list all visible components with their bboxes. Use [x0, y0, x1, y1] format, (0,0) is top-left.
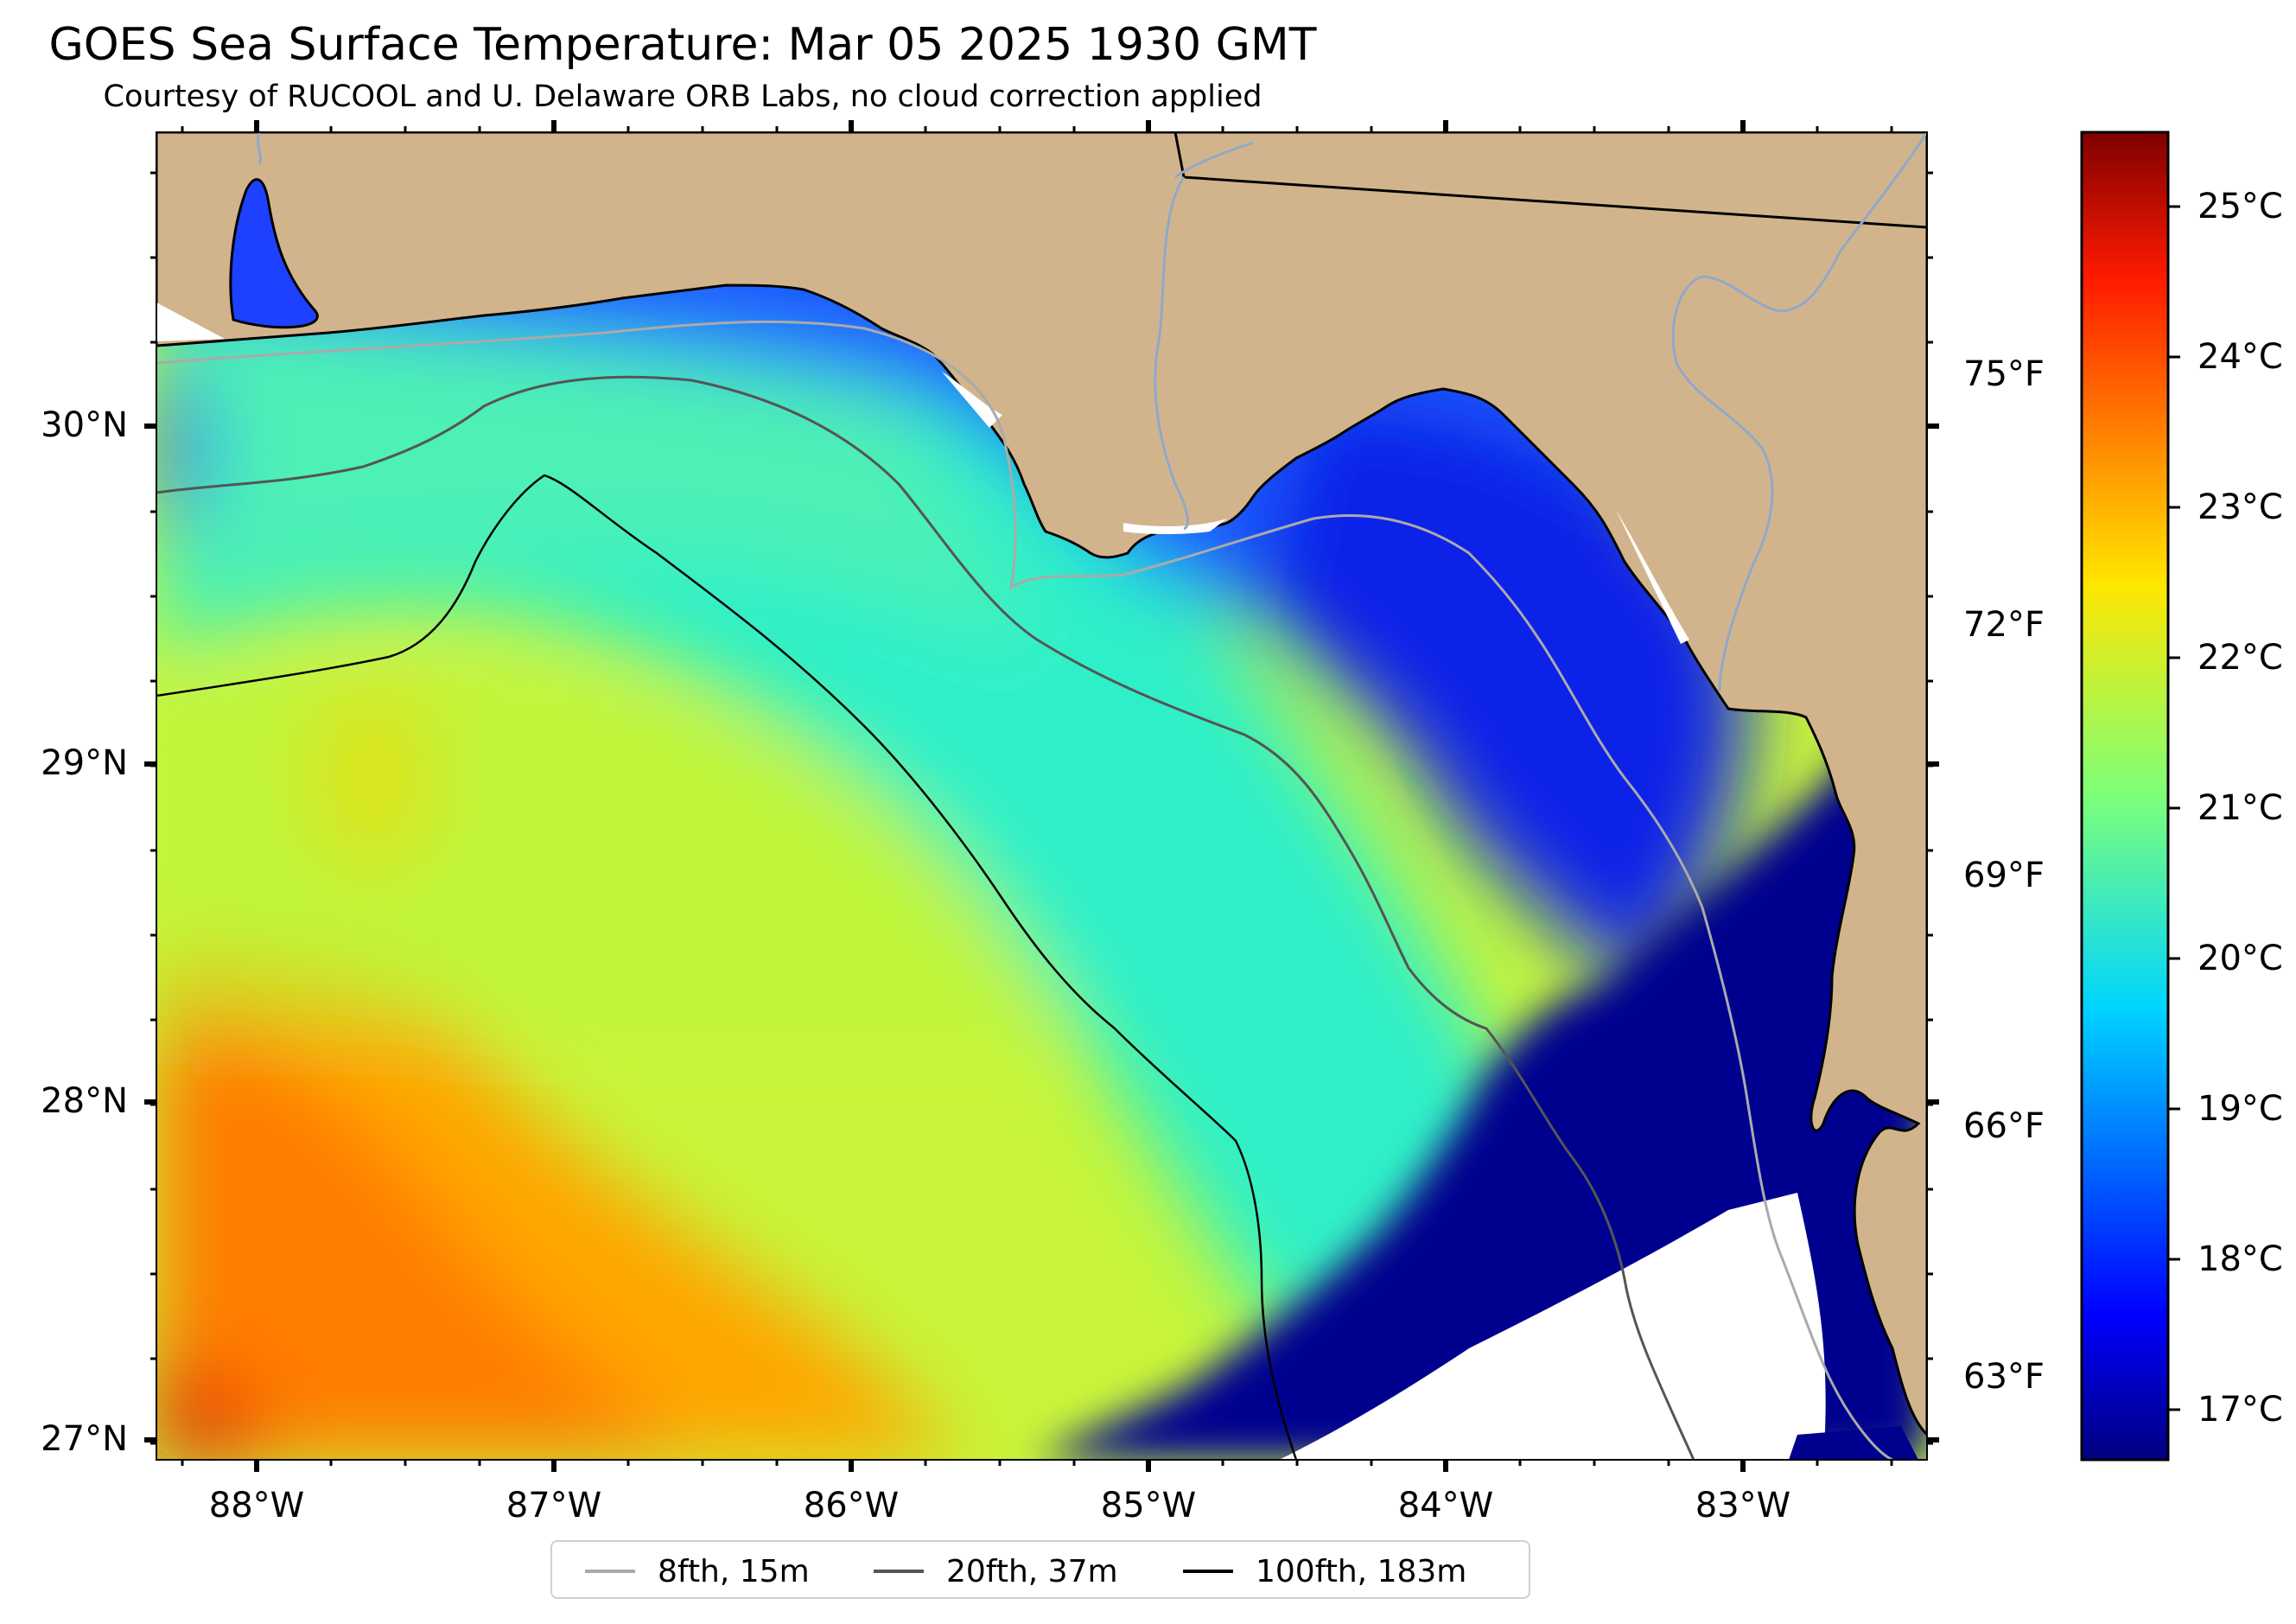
legend-line-100fth: [1183, 1570, 1233, 1573]
legend-label: 20fth, 37m: [946, 1553, 1118, 1589]
isobath-legend: 8fth, 15m 20fth, 37m 100fth, 183m: [550, 1540, 1530, 1599]
lon-label: 88°W: [208, 1486, 305, 1525]
legend-label: 8fth, 15m: [658, 1553, 810, 1589]
lat-label: 27°N: [41, 1419, 128, 1459]
celsius-label: 25°C: [2197, 187, 2283, 226]
legend-item: 8fth, 15m: [585, 1542, 810, 1601]
celsius-label: 24°C: [2197, 337, 2283, 377]
lon-label: 85°W: [1100, 1486, 1197, 1525]
lat-label: 28°N: [41, 1081, 128, 1121]
lat-label: 30°N: [41, 405, 128, 445]
fahrenheit-label: 72°F: [1963, 605, 2045, 645]
land: [156, 132, 1927, 1437]
lon-label: 87°W: [506, 1486, 602, 1525]
mobile-bay: [229, 178, 319, 329]
minor-ticks: [150, 126, 1933, 1466]
celsius-label: 23°C: [2197, 487, 2283, 527]
lat-label: 29°N: [41, 743, 128, 783]
fahrenheit-label: 69°F: [1963, 856, 2045, 895]
legend-item: 100fth, 183m: [1183, 1542, 1466, 1601]
celsius-label: 17°C: [2197, 1390, 2283, 1430]
no-data-region: [1279, 1193, 1826, 1460]
legend-item: 20fth, 37m: [874, 1542, 1118, 1601]
lon-label: 83°W: [1695, 1486, 1791, 1525]
isobath-8fth: [156, 320, 1893, 1460]
fahrenheit-label: 75°F: [1963, 354, 2045, 394]
legend-line-20fth: [874, 1570, 924, 1573]
map-subtitle: Courtesy of RUCOOL and U. Delaware ORB L…: [103, 80, 1262, 114]
celsius-label: 19°C: [2197, 1089, 2283, 1129]
fahrenheit-label: 63°F: [1963, 1357, 2045, 1397]
legend-line-8fth: [585, 1570, 635, 1573]
map-area: [156, 132, 1927, 1460]
isobath-100fth: [156, 474, 1298, 1460]
colorbar-ticks: [2168, 205, 2180, 1411]
map-frame: [156, 131, 1928, 1461]
colorbar: [2080, 131, 2170, 1462]
celsius-label: 20°C: [2197, 939, 2283, 978]
fahrenheit-label: 66°F: [1963, 1106, 2045, 1146]
map-title: GOES Sea Surface Temperature: Mar 05 202…: [48, 19, 1317, 71]
celsius-label: 22°C: [2197, 638, 2283, 678]
celsius-label: 18°C: [2197, 1239, 2283, 1279]
lon-label: 86°W: [803, 1486, 900, 1525]
legend-label: 100fth, 183m: [1256, 1553, 1467, 1589]
isobath-20fth: [156, 375, 1695, 1460]
celsius-label: 21°C: [2197, 788, 2283, 828]
lon-label: 84°W: [1397, 1486, 1494, 1525]
